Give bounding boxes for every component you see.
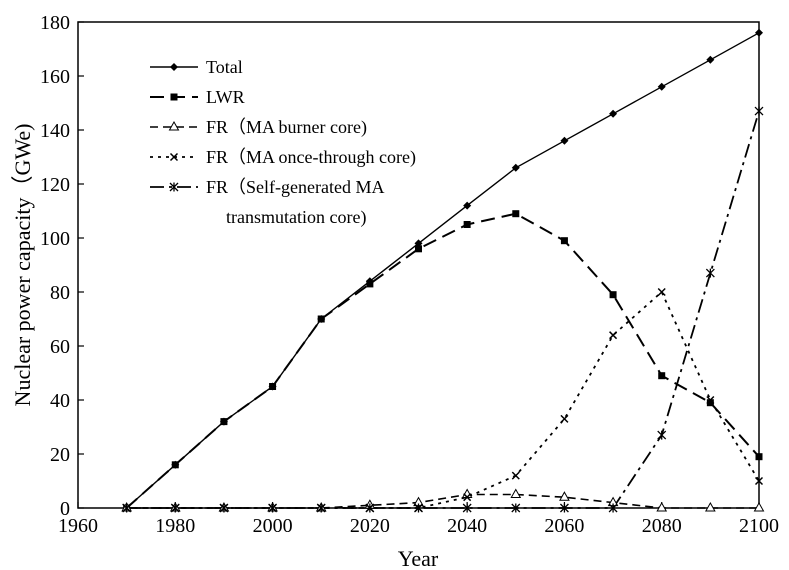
series-5-point	[754, 106, 764, 116]
y-tick-label: 160	[40, 66, 70, 88]
legend-marker-5	[169, 182, 179, 192]
series-lines	[125, 32, 760, 509]
x-tick-label: 1960	[58, 515, 98, 537]
series-1-point	[609, 109, 618, 118]
series-1-point	[463, 201, 472, 210]
series-4-point	[511, 471, 520, 480]
legend-label-4: FR（MA once-through core)	[206, 147, 416, 168]
series-1-point	[706, 55, 715, 64]
series-5-point	[170, 503, 180, 513]
series-2-point	[706, 399, 714, 407]
series-3-point	[510, 488, 522, 498]
x-tick-label: 2000	[253, 515, 293, 537]
legend: Total LWR FR（MA burner core) FR（MA once-thr…	[150, 57, 416, 228]
y-axis-title: Nuclear power capacity（GWe)	[10, 124, 35, 407]
x-tick-label: 2040	[447, 515, 487, 537]
legend-marker-1	[170, 63, 178, 71]
series-2-point	[317, 315, 325, 323]
legend-label-3: FR（MA burner core)	[206, 117, 367, 138]
series-3-point	[753, 501, 765, 512]
series-5-point	[365, 503, 375, 513]
series-3-point	[705, 501, 716, 512]
series-2-point	[366, 280, 374, 288]
x-tick-label: 2080	[642, 515, 682, 537]
plot-border	[77, 21, 760, 509]
series-3-point	[656, 501, 668, 512]
x-axis-title: Year	[398, 546, 439, 570]
y-tick-label: 100	[40, 228, 70, 250]
legend-marker-4	[169, 152, 179, 162]
series-4-point	[609, 331, 618, 340]
series-5-point	[316, 503, 326, 513]
legend-label-5: FR（Self-generated MA	[206, 177, 384, 197]
y-tick-label: 40	[50, 390, 70, 412]
series-5-point	[705, 268, 715, 278]
y-tick-label: 20	[50, 444, 70, 466]
series-markers	[121, 28, 765, 513]
x-tick-label: 1980	[155, 515, 195, 537]
series-2-point	[463, 221, 471, 228]
series-line-1	[126, 32, 760, 509]
legend-label-5-line2: transmutation core)	[226, 207, 366, 228]
x-tick-label: 2060	[544, 515, 584, 537]
y-tick-label: 140	[40, 120, 70, 142]
series-2-point	[512, 210, 520, 218]
series-5-point	[122, 503, 132, 513]
series-2-point	[415, 245, 422, 253]
x-tick-label: 2100	[739, 515, 779, 537]
series-2-point	[560, 237, 568, 245]
ticks: 1960 1980 2000 2020 2040 2060 2080 210002040608…	[40, 12, 779, 537]
y-tick-label: 120	[40, 174, 70, 196]
series-5-point	[511, 503, 521, 513]
series-5-point	[268, 503, 278, 513]
y-tick-label: 0	[60, 498, 70, 520]
series-4-point	[754, 476, 764, 486]
series-2-point	[609, 291, 617, 299]
series-2-point	[658, 372, 666, 380]
legend-label-1: Total	[206, 57, 243, 77]
series-2-point	[171, 461, 179, 469]
series-2-point	[269, 383, 277, 390]
series-5-point	[608, 503, 618, 513]
series-1-point	[560, 136, 569, 145]
series-line-5	[126, 110, 760, 509]
series-4-point	[657, 287, 666, 297]
series-4-point	[560, 414, 569, 423]
series-5-point	[219, 503, 229, 513]
series-2-point	[755, 453, 763, 461]
series-5-point	[657, 430, 667, 440]
series-2-point	[220, 418, 228, 426]
series-1-point	[657, 82, 666, 91]
series-4-point	[463, 493, 472, 502]
x-tick-label: 2020	[350, 515, 390, 537]
series-5-point	[462, 503, 472, 513]
series-line-4	[126, 290, 760, 509]
series-5-point	[559, 503, 569, 513]
series-1-point	[755, 28, 763, 37]
y-tick-label: 80	[50, 282, 70, 304]
series-5-point	[414, 503, 423, 513]
legend-marker-3	[168, 120, 180, 131]
legend-marker-2	[170, 93, 178, 101]
plot-frame	[77, 21, 760, 509]
y-tick-label: 180	[40, 12, 70, 34]
y-tick-label: 60	[50, 336, 70, 358]
series-3-point	[559, 491, 570, 501]
series-1-point	[511, 163, 520, 172]
legend-label-2: LWR	[206, 87, 245, 107]
series-4-point	[706, 395, 715, 405]
series-line-2	[125, 212, 760, 509]
